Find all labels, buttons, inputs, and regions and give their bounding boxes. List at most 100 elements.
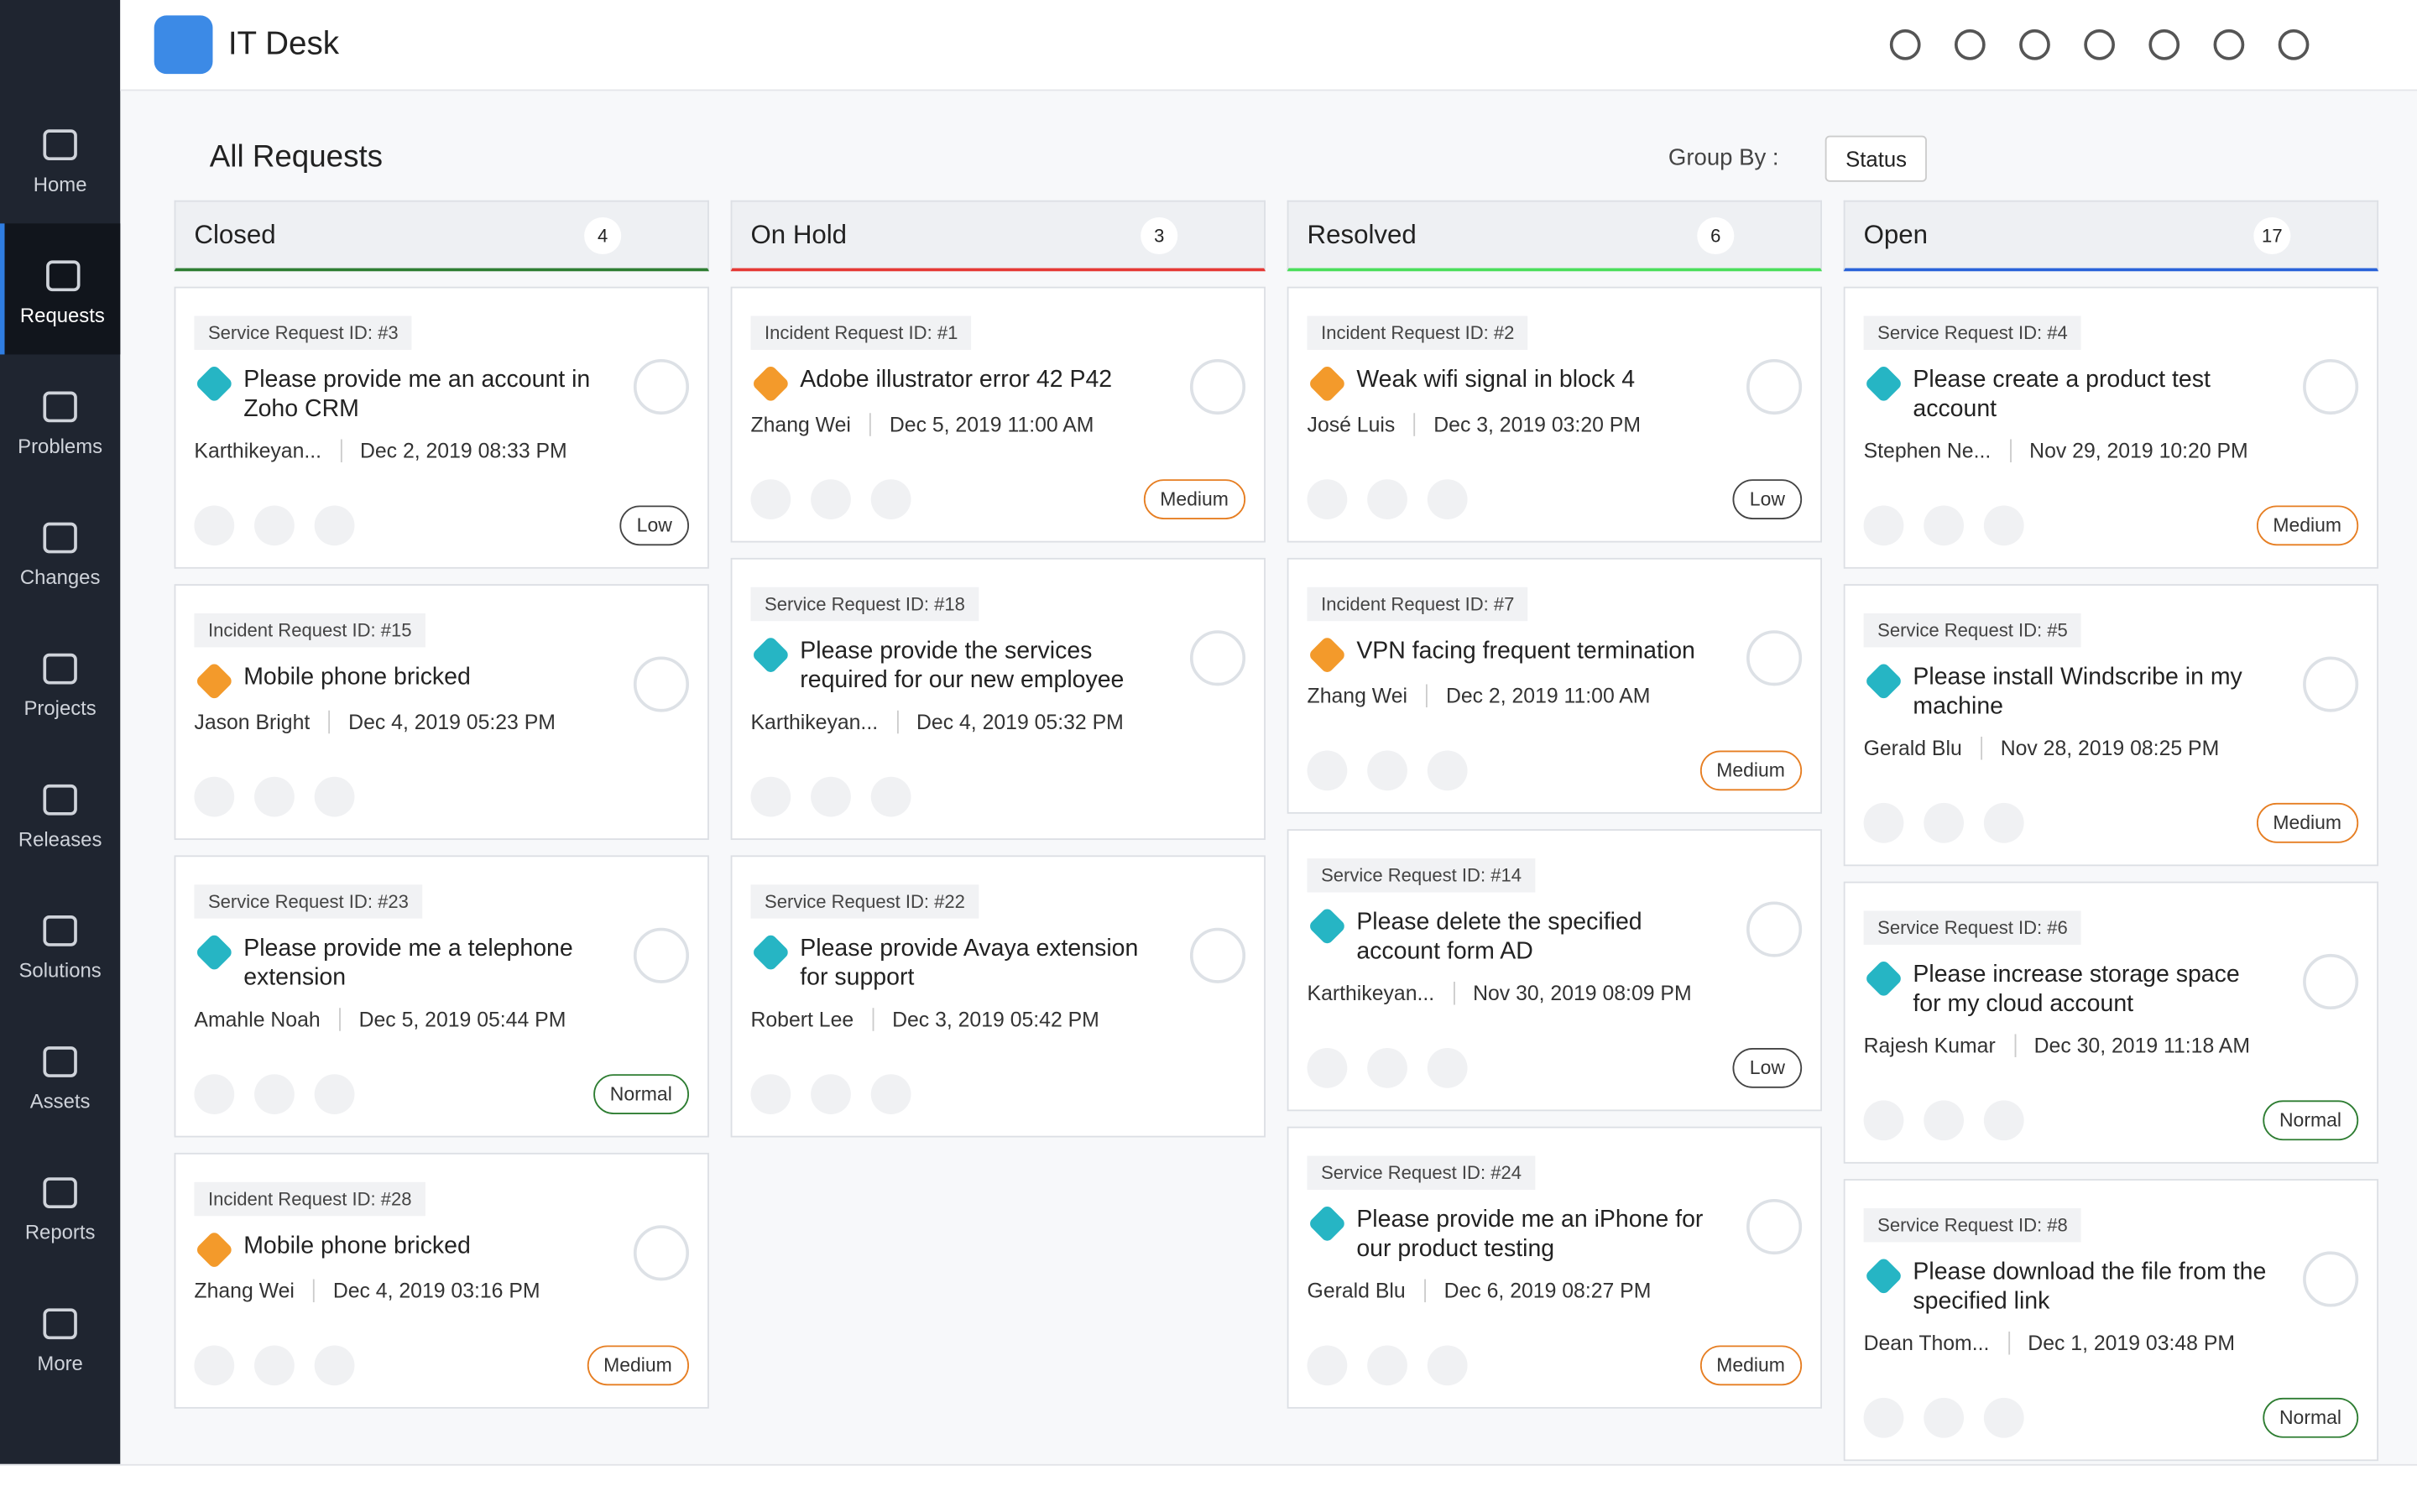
action-icon[interactable] — [1924, 1397, 1964, 1438]
action-icon[interactable] — [254, 776, 295, 817]
nav-item[interactable]: Projects — [0, 617, 120, 748]
request-title[interactable]: Please provide Avaya extension for suppo… — [800, 935, 1139, 992]
action-icon[interactable] — [1863, 1397, 1904, 1438]
action-icon[interactable] — [194, 776, 235, 817]
action-icon[interactable] — [811, 776, 851, 817]
action-icon[interactable] — [1427, 1345, 1468, 1386]
nav-item[interactable]: Changes — [0, 486, 120, 617]
action-icon[interactable] — [1427, 479, 1468, 519]
request-card[interactable]: Service Request ID: #22 Please provide Av… — [730, 855, 1266, 1138]
action-icon[interactable] — [1983, 505, 2024, 546]
request-card[interactable]: Incident Request ID: #1 Adobe illustrator… — [730, 286, 1266, 543]
request-id: Service Request ID: #23 — [194, 884, 423, 919]
action-icon[interactable] — [1863, 802, 1904, 843]
action-icon[interactable] — [750, 1074, 791, 1114]
request-title[interactable]: Please install Windscribe in my machine — [1913, 664, 2242, 720]
request-title[interactable]: Please increase storage space for my clo… — [1913, 962, 2240, 1018]
action-icon[interactable] — [1983, 1100, 2024, 1141]
request-card[interactable]: Incident Request ID: #28 Mobile phone bri… — [174, 1152, 709, 1409]
apps-menu[interactable] — [0, 0, 120, 92]
nav-item[interactable]: Releases — [0, 748, 120, 879]
nav-item[interactable]: Assets — [0, 1009, 120, 1140]
request-title[interactable]: Please provide me an account in Zoho CRM — [243, 367, 591, 423]
action-icon[interactable] — [314, 776, 355, 817]
nav-item[interactable]: Reports — [0, 1140, 120, 1271]
bell-icon[interactable] — [2213, 29, 2245, 60]
action-icon[interactable] — [314, 1074, 355, 1114]
action-icon[interactable] — [194, 1074, 235, 1114]
request-title[interactable]: Please provide me a telephone extension — [243, 935, 573, 992]
action-icon[interactable] — [1427, 1047, 1468, 1088]
request-card[interactable]: Service Request ID: #4 Please create a pr… — [1843, 286, 2379, 569]
action-icon[interactable] — [194, 505, 235, 546]
action-icon[interactable] — [194, 1345, 235, 1386]
action-icon[interactable] — [1924, 1100, 1964, 1141]
request-title[interactable]: Please create a product test account — [1913, 367, 2211, 423]
nav-item[interactable]: Problems — [0, 354, 120, 485]
icon[interactable] — [2148, 29, 2180, 60]
nav-item[interactable]: Home — [0, 92, 120, 223]
search-icon[interactable] — [1889, 29, 1921, 60]
request-card[interactable]: Service Request ID: #6 Please increase st… — [1843, 881, 2379, 1164]
action-icon[interactable] — [1307, 1047, 1348, 1088]
icon[interactable] — [2019, 29, 2050, 60]
request-title[interactable]: Please delete the specified account form… — [1356, 909, 1642, 965]
request-card[interactable]: Service Request ID: #14 Please delete the… — [1287, 829, 1823, 1112]
action-icon[interactable] — [1367, 1345, 1407, 1386]
action-icon[interactable] — [254, 1345, 295, 1386]
nav-item[interactable]: Requests — [0, 223, 121, 355]
action-icon[interactable] — [314, 505, 355, 546]
action-icon[interactable] — [1367, 750, 1407, 791]
action-icon[interactable] — [811, 1074, 851, 1114]
request-title[interactable]: Please download the file from the specif… — [1913, 1259, 2267, 1315]
group-by-select[interactable]: Status — [1825, 134, 1927, 181]
action-icon[interactable] — [1983, 1397, 2024, 1438]
request-title[interactable]: Adobe illustrator error 42 P42 — [800, 367, 1113, 394]
settings-icon[interactable] — [2278, 29, 2310, 60]
action-icon[interactable] — [1924, 505, 1964, 546]
action-icon[interactable] — [1307, 750, 1348, 791]
request-card[interactable]: Service Request ID: #18 Please provide th… — [730, 557, 1266, 841]
action-icon[interactable] — [870, 479, 911, 519]
action-icon[interactable] — [750, 479, 791, 519]
history-icon[interactable] — [2084, 29, 2115, 60]
request-title[interactable]: Please provide the services required for… — [800, 638, 1125, 694]
avatar — [1189, 358, 1246, 415]
action-icon[interactable] — [811, 479, 851, 519]
view-select[interactable]: All Requests — [209, 140, 384, 175]
card-actions — [194, 1345, 689, 1386]
action-icon[interactable] — [1863, 1100, 1904, 1141]
request-title[interactable]: Mobile phone bricked — [243, 664, 471, 691]
action-icon[interactable] — [254, 1074, 295, 1114]
action-icon[interactable] — [1863, 505, 1904, 546]
request-title[interactable]: Weak wifi signal in block 4 — [1356, 367, 1636, 394]
request-card[interactable]: Incident Request ID: #7 VPN facing freque… — [1287, 557, 1823, 814]
action-icon[interactable] — [254, 505, 295, 546]
action-icon[interactable] — [1367, 479, 1407, 519]
nav-item[interactable]: More — [0, 1271, 120, 1402]
avatar — [1746, 358, 1803, 415]
action-icon[interactable] — [1924, 802, 1964, 843]
request-card[interactable]: Service Request ID: #8 Please download th… — [1843, 1179, 2379, 1462]
request-title[interactable]: Mobile phone bricked — [243, 1233, 471, 1259]
request-card[interactable]: Service Request ID: #5 Please install Win… — [1843, 584, 2379, 867]
action-icon[interactable] — [1983, 802, 2024, 843]
action-icon[interactable] — [750, 776, 791, 817]
request-title[interactable]: Please provide me an iPhone for our prod… — [1356, 1207, 1704, 1263]
request-card[interactable]: Service Request ID: #3 Please provide me … — [174, 286, 709, 569]
action-icon[interactable] — [1307, 1345, 1348, 1386]
request-card[interactable]: Incident Request ID: #2 Weak wifi signal … — [1287, 286, 1823, 543]
action-icon[interactable] — [870, 776, 911, 817]
request-title[interactable]: VPN facing frequent termination — [1356, 638, 1695, 665]
action-icon[interactable] — [1367, 1047, 1407, 1088]
meta: Karthikeyan... Dec 2, 2019 08:33 PM — [194, 439, 689, 463]
action-icon[interactable] — [1307, 479, 1348, 519]
icon[interactable] — [1954, 29, 1986, 60]
request-card[interactable]: Incident Request ID: #15 Mobile phone bri… — [174, 584, 709, 841]
request-card[interactable]: Service Request ID: #23 Please provide me… — [174, 855, 709, 1138]
action-icon[interactable] — [314, 1345, 355, 1386]
nav-item[interactable]: Solutions — [0, 879, 120, 1009]
action-icon[interactable] — [870, 1074, 911, 1114]
action-icon[interactable] — [1427, 750, 1468, 791]
request-card[interactable]: Service Request ID: #24 Please provide me… — [1287, 1126, 1823, 1409]
